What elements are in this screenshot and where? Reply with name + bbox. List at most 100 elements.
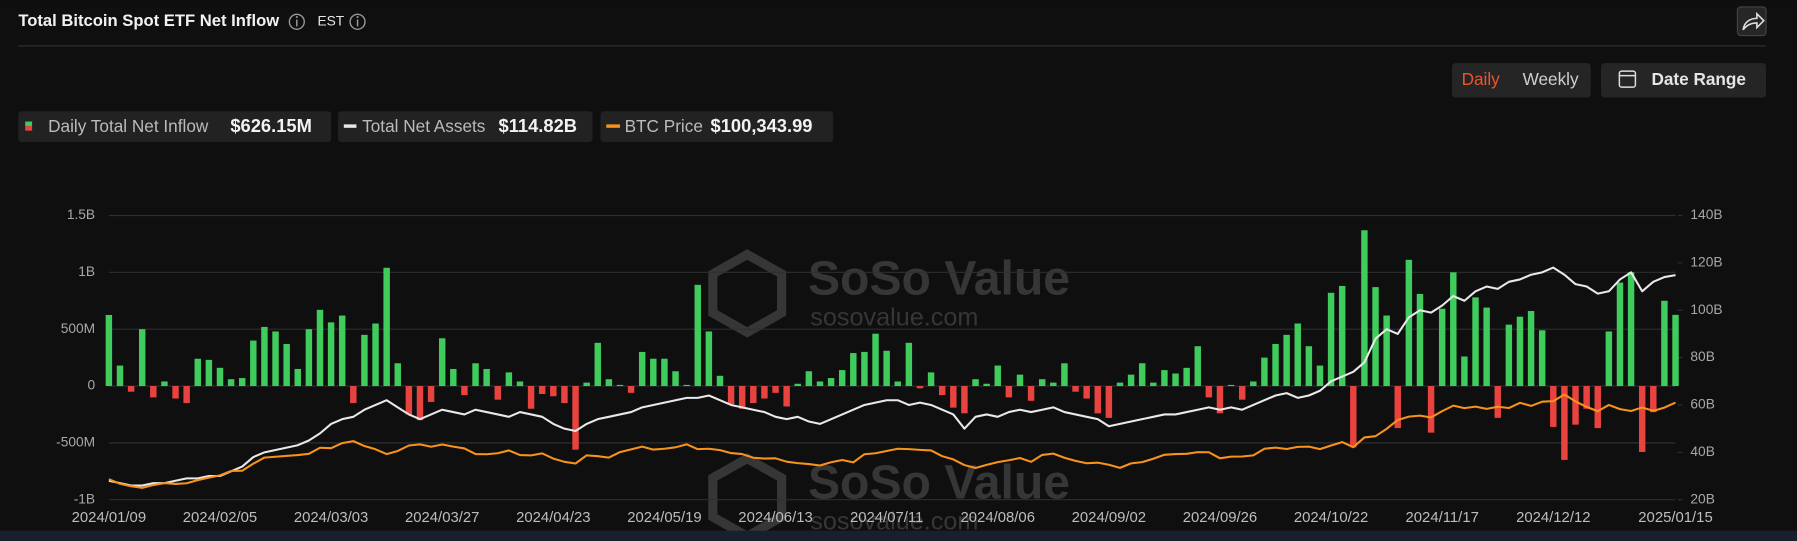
bar <box>1350 386 1357 448</box>
bar <box>1038 379 1046 387</box>
bar <box>650 358 657 387</box>
x-tick-label: 2024/07/11 <box>850 510 923 526</box>
bar <box>1194 346 1201 387</box>
bar <box>1416 293 1424 387</box>
bar <box>572 386 579 450</box>
bar <box>661 358 668 387</box>
bar <box>294 368 301 387</box>
weekly-button[interactable]: Weekly <box>1523 69 1579 89</box>
bar <box>316 309 324 387</box>
bar <box>761 386 768 399</box>
y-tick-label: -500M <box>56 434 95 449</box>
date-range-button[interactable] <box>1601 63 1767 98</box>
bar <box>305 329 313 387</box>
x-tick-label: 2024/03/03 <box>294 510 368 526</box>
bar <box>450 368 457 387</box>
bar <box>161 381 168 387</box>
bar <box>538 386 546 394</box>
legend-label: Daily Total Net Inflow <box>48 116 209 136</box>
bar <box>1638 386 1646 452</box>
bar <box>1050 382 1057 387</box>
bar <box>438 338 446 387</box>
bar <box>1372 287 1379 387</box>
bar <box>183 386 190 404</box>
bar <box>1172 373 1179 387</box>
info-icon[interactable] <box>288 13 305 30</box>
bar <box>272 331 279 387</box>
bar <box>772 386 779 393</box>
bar <box>350 386 357 404</box>
bar <box>1116 382 1124 387</box>
legend-box <box>338 111 593 143</box>
bar <box>1483 307 1490 387</box>
bar <box>150 386 157 398</box>
y-tick-label: 1.5B <box>67 207 95 222</box>
bar <box>850 353 857 387</box>
legend-value: $626.15M <box>230 115 312 136</box>
bar <box>638 351 646 387</box>
bar <box>583 382 590 387</box>
bar <box>916 386 924 389</box>
bar <box>1283 334 1290 387</box>
bar <box>550 386 557 397</box>
bar <box>994 365 1001 387</box>
bar <box>483 368 490 387</box>
x-tick-label: 2024/06/13 <box>738 510 812 526</box>
bar <box>905 342 913 387</box>
watermark-url: sosovalue.com <box>810 303 978 331</box>
bar <box>105 314 113 387</box>
bar <box>1272 343 1279 387</box>
bar <box>1550 386 1557 427</box>
date-range-label: Date Range <box>1651 69 1746 89</box>
line <box>108 393 1676 489</box>
y-tick-label: -1B <box>74 491 95 506</box>
bar <box>205 359 213 387</box>
bar <box>1450 272 1457 387</box>
watermark-text: SoSo Value <box>808 456 1070 510</box>
bar <box>172 386 179 399</box>
daily-button[interactable]: Daily <box>1462 69 1501 89</box>
bar <box>838 370 846 387</box>
bar <box>627 386 635 393</box>
bar <box>1061 363 1068 387</box>
legend-value: $100,343.99 <box>711 115 813 136</box>
y-tick-label: 0 <box>87 378 95 393</box>
y2-tick-label: 140B <box>1690 207 1722 222</box>
info-icon[interactable] <box>349 13 366 30</box>
bar <box>1572 386 1579 425</box>
bar <box>1661 300 1668 387</box>
line <box>108 266 1676 487</box>
bar <box>394 363 401 387</box>
bar <box>594 342 601 387</box>
bar <box>1327 292 1335 387</box>
legend-label: BTC Price <box>625 116 703 136</box>
x-tick-label: 2024/12/12 <box>1516 510 1590 526</box>
x-tick-label: 2024/01/09 <box>72 510 146 526</box>
bar <box>472 363 479 387</box>
x-tick-label: 2024/11/17 <box>1406 510 1479 526</box>
bar <box>727 386 735 405</box>
x-tick-label: 2024/03/27 <box>405 510 479 526</box>
bar <box>227 379 235 387</box>
x-tick-label: 2024/09/26 <box>1183 510 1257 526</box>
timezone: EST <box>317 13 344 28</box>
bar <box>461 386 468 396</box>
bar <box>1027 386 1035 401</box>
bar <box>961 386 968 414</box>
legend-swatch <box>25 126 33 131</box>
bar <box>1361 230 1368 387</box>
bar <box>505 372 513 387</box>
share-button[interactable] <box>1736 6 1767 37</box>
legend-box <box>18 111 332 143</box>
bar <box>694 284 701 387</box>
bar <box>1494 386 1501 418</box>
bar <box>705 331 713 387</box>
bar <box>1538 330 1546 387</box>
bar <box>1516 316 1524 387</box>
x-tick-label: 2024/05/19 <box>627 510 701 526</box>
bar <box>527 386 535 409</box>
bar <box>1383 315 1390 387</box>
bar <box>1183 367 1190 387</box>
bar <box>1072 386 1079 392</box>
